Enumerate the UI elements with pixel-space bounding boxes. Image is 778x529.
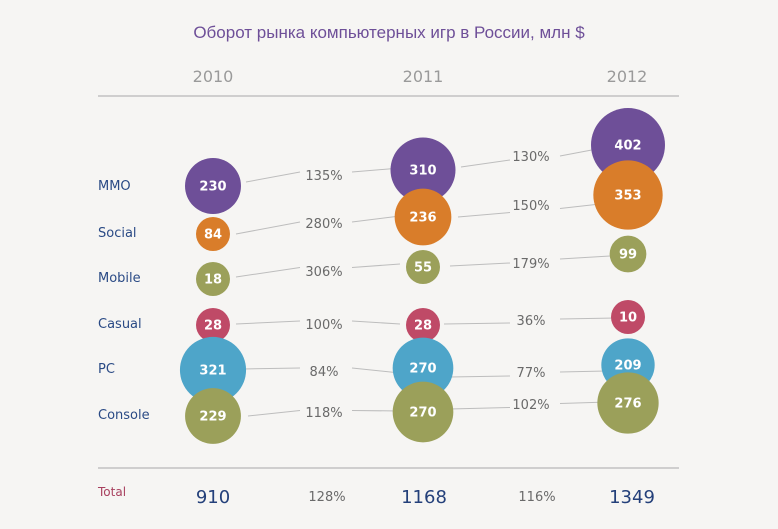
bubble-social-2010 xyxy=(196,217,230,251)
total-label: Total xyxy=(97,485,126,499)
bubble-casual-2010 xyxy=(196,308,230,342)
connector-casual-2011-left xyxy=(235,320,301,325)
growth-label-console-2011-2012: 102% xyxy=(512,398,549,413)
bubble-value-console-2010: 229 xyxy=(199,410,226,425)
bubble-console-2010 xyxy=(185,388,241,444)
connector-mobile-2011-right xyxy=(351,263,401,268)
bubble-value-social-2011: 236 xyxy=(409,211,436,226)
growth-label-mobile-2011-2012: 179% xyxy=(512,257,549,272)
bubble-layer: 230 84 18 28 321 229 310 236 55 28 270 270 402 353 99 1… xyxy=(179,108,665,444)
connector-mmo-2012-left xyxy=(460,159,511,168)
bubble-value-mobile-2011: 55 xyxy=(414,261,432,276)
total-2010: 910 xyxy=(196,487,230,508)
growth-label-mobile-2010-2011: 306% xyxy=(305,265,342,280)
connector-pc-2012-left xyxy=(449,375,511,378)
bubble-casual-2012 xyxy=(611,300,645,334)
bubble-value-casual-2012: 10 xyxy=(619,311,637,326)
bubble-value-mmo-2010: 230 xyxy=(199,180,226,195)
bubble-mobile-2011 xyxy=(406,250,440,284)
growth-label-casual-2011-2012: 36% xyxy=(517,314,546,329)
bubble-social-2012 xyxy=(593,160,663,230)
connector-casual-2012-right xyxy=(559,317,617,320)
growth-label-pc-2011-2012: 77% xyxy=(517,366,546,381)
connector-console-2011-left xyxy=(247,410,301,417)
connector-pc-2011-left xyxy=(242,367,301,370)
growth-label-pc-2010-2011: 84% xyxy=(310,365,339,380)
bubble-console-2012 xyxy=(597,372,659,434)
bubble-value-pc-2012: 209 xyxy=(614,359,641,374)
category-label-mmo: MMO xyxy=(98,179,131,194)
connector-social-2011-right xyxy=(351,215,401,223)
bubble-value-social-2012: 353 xyxy=(614,189,641,204)
bubble-mmo-2010 xyxy=(185,158,241,214)
growth-label-mmo-2010-2011: 135% xyxy=(305,169,342,184)
total-growth-2012: 116% xyxy=(518,490,555,505)
connector-mobile-2012-left xyxy=(449,262,511,267)
connector-mmo-2011-left xyxy=(245,171,301,183)
total-2011: 1168 xyxy=(401,487,447,508)
connector-casual-2012-left xyxy=(443,322,511,325)
category-label-pc: PC xyxy=(98,362,115,377)
growth-labels: 135% 280% 306% 100% 84% 118% 130% 150% 179% 36% 77… xyxy=(305,150,549,421)
connector-social-2012-right xyxy=(559,203,601,209)
bubble-value-pc-2010: 321 xyxy=(199,364,226,379)
connector-pc-2012-right xyxy=(559,370,607,373)
bubble-mobile-2012 xyxy=(609,235,647,273)
bubble-value-mobile-2010: 18 xyxy=(204,273,222,288)
bubble-value-casual-2010: 28 xyxy=(204,319,222,334)
bubble-value-pc-2011: 270 xyxy=(409,362,436,377)
bubble-value-social-2010: 84 xyxy=(204,228,222,243)
chart-title: Оборот рынка компьютерных игр в России, … xyxy=(193,23,585,42)
bubble-pc-2010 xyxy=(179,336,247,404)
bubble-value-casual-2011: 28 xyxy=(414,319,432,334)
growth-label-mmo-2011-2012: 130% xyxy=(512,150,549,165)
bubble-value-console-2012: 276 xyxy=(614,397,641,412)
year-label-2011: 2011 xyxy=(403,67,444,86)
bubble-social-2011 xyxy=(394,188,452,246)
connector-casual-2011-right xyxy=(351,320,401,325)
connector-console-2012-left xyxy=(449,407,511,410)
growth-label-casual-2010-2011: 100% xyxy=(305,318,342,333)
connector-social-2011-left xyxy=(235,221,301,235)
bubble-mmo-2011 xyxy=(390,137,456,203)
year-label-2010: 2010 xyxy=(193,67,234,86)
bubble-casual-2011 xyxy=(406,308,440,342)
connector-mmo-2012-right xyxy=(559,148,598,157)
year-label-2012: 2012 xyxy=(607,67,648,86)
connector-pc-2011-right xyxy=(351,367,401,374)
category-label-social: Social xyxy=(98,226,137,241)
growth-label-social-2010-2011: 280% xyxy=(305,217,342,232)
connector-console-2011-right xyxy=(351,410,401,412)
category-label-mobile: Mobile xyxy=(98,271,141,286)
connector-lines xyxy=(235,148,617,417)
growth-label-console-2010-2011: 118% xyxy=(305,406,342,421)
bubble-value-console-2011: 270 xyxy=(409,406,436,421)
bubble-value-mmo-2011: 310 xyxy=(409,164,436,179)
bubble-pc-2011 xyxy=(392,337,454,399)
connector-social-2012-left xyxy=(457,212,511,218)
connector-mobile-2011-left xyxy=(235,267,301,278)
bubble-mobile-2010 xyxy=(196,262,230,296)
category-label-console: Console xyxy=(98,408,150,423)
total-2012: 1349 xyxy=(609,487,655,508)
bubble-console-2011 xyxy=(392,381,454,443)
connector-mobile-2012-right xyxy=(559,255,611,260)
bubble-value-mmo-2012: 402 xyxy=(614,139,641,154)
bubble-mmo-2012 xyxy=(591,108,665,182)
category-label-casual: Casual xyxy=(98,317,142,332)
category-labels: MMO Social Mobile Casual PC Console xyxy=(98,179,150,423)
total-growth-2011: 128% xyxy=(308,490,345,505)
bubble-value-mobile-2012: 99 xyxy=(619,248,637,263)
growth-label-social-2011-2012: 150% xyxy=(512,199,549,214)
